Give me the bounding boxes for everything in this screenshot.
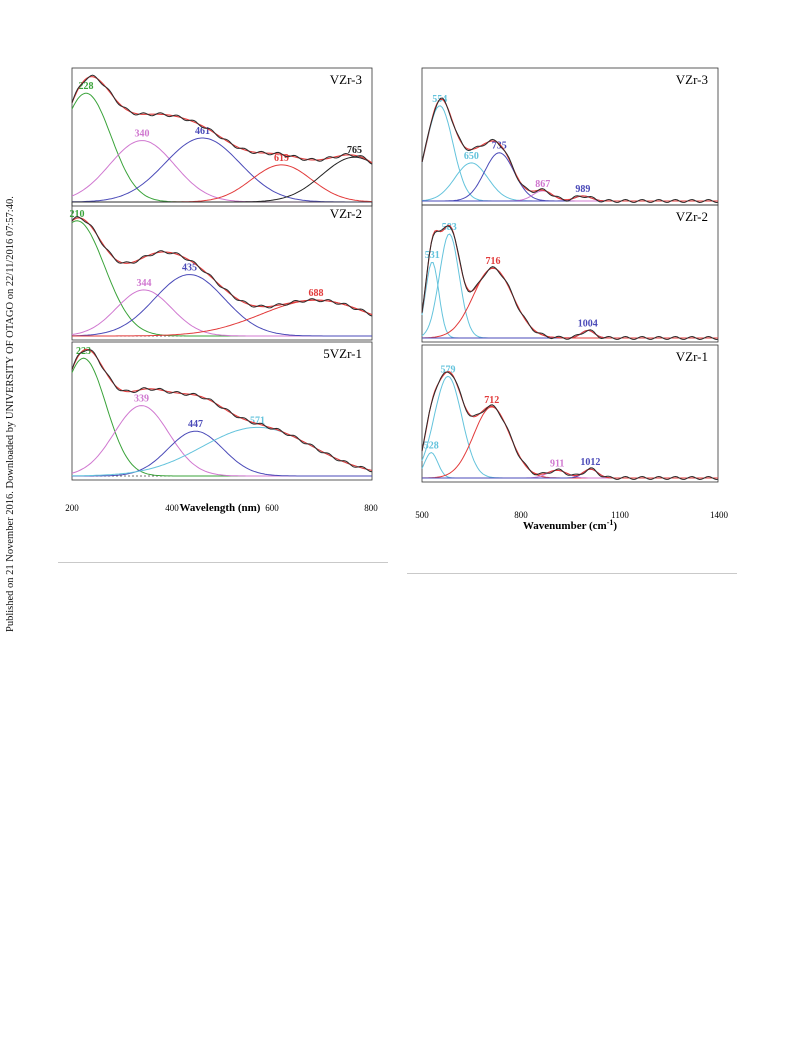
peak-label: 339 bbox=[134, 394, 149, 405]
peak-component-curve bbox=[421, 261, 718, 339]
measured-spectrum-curve bbox=[421, 225, 719, 341]
x-tick-label: 1100 bbox=[611, 510, 629, 520]
peak-label: 447 bbox=[188, 419, 203, 430]
fitted-sum-curve bbox=[71, 76, 373, 164]
x-tick-label: 400 bbox=[165, 503, 179, 513]
figure-divider bbox=[58, 562, 388, 563]
peak-component-curve bbox=[421, 162, 718, 202]
fitted-sum-curve bbox=[421, 224, 718, 339]
peak-label: 210 bbox=[70, 209, 85, 220]
peak-component-curve bbox=[72, 299, 373, 337]
peak-label: 1012 bbox=[580, 457, 600, 468]
peak-label: 583 bbox=[442, 222, 457, 233]
peak-label: 528 bbox=[424, 441, 439, 452]
fitted-sum-curve bbox=[421, 371, 718, 479]
peak-component-curve bbox=[71, 405, 372, 477]
peak-label: 340 bbox=[135, 129, 150, 140]
x-tick-label: 1400 bbox=[710, 510, 729, 520]
x-axis: 500 800 1100 1400 Wavenumber (cm-1) bbox=[415, 510, 728, 532]
fitted-sum-curve bbox=[71, 348, 373, 471]
fitted-sum-curve bbox=[71, 217, 373, 316]
peak-component-curve bbox=[421, 406, 718, 479]
peak-component-curve bbox=[421, 375, 718, 479]
panel-frame bbox=[421, 204, 719, 343]
measured-spectrum-curve bbox=[421, 97, 719, 204]
x-tick-label: 200 bbox=[65, 503, 79, 513]
x-axis-label-main: Wavenumber (cm bbox=[523, 520, 607, 532]
peak-label: 735 bbox=[492, 141, 507, 152]
panel-label: VZr-1 bbox=[676, 349, 708, 364]
peak-component-curve bbox=[71, 220, 372, 337]
plot-panel: 210 344 435 688 VZr-2 bbox=[70, 201, 373, 341]
peak-label: 461 bbox=[195, 126, 210, 137]
peak-label: 989 bbox=[575, 184, 590, 195]
peak-component-curve bbox=[72, 156, 373, 203]
peak-component-curve bbox=[422, 267, 718, 339]
measured-spectrum-curve bbox=[71, 216, 373, 317]
side-note-text: Published on 21 November 2016. Downloade… bbox=[5, 196, 16, 632]
peak-component-curve bbox=[72, 426, 373, 477]
plot-panel: 531 583 716 1004 VZr-2 bbox=[421, 204, 719, 343]
peak-component-curve bbox=[71, 92, 372, 203]
peak-label: 228 bbox=[79, 81, 94, 92]
peak-component-curve bbox=[72, 430, 372, 477]
x-tick-label: 600 bbox=[265, 503, 279, 513]
peak-component-curve bbox=[71, 357, 372, 477]
publication-side-note: Published on 21 November 2016. Downloade… bbox=[5, 196, 16, 632]
peak-label: 619 bbox=[274, 153, 289, 164]
peak-label: 1004 bbox=[578, 318, 598, 329]
panel-label: VZr-3 bbox=[330, 72, 362, 87]
peak-label: 911 bbox=[550, 458, 564, 469]
peak-label: 435 bbox=[182, 263, 197, 274]
x-tick-label: 800 bbox=[364, 503, 378, 513]
peak-component-curve bbox=[72, 137, 372, 203]
peak-label: 571 bbox=[250, 415, 265, 426]
x-axis-label-close: ) bbox=[613, 520, 617, 532]
panel-frame bbox=[421, 344, 719, 483]
peak-label: 579 bbox=[440, 364, 455, 375]
peak-label: 531 bbox=[425, 250, 440, 261]
figure-divider bbox=[407, 573, 737, 574]
peak-component-curve bbox=[71, 274, 372, 337]
panel-frame bbox=[71, 341, 373, 481]
peak-label: 765 bbox=[347, 145, 362, 156]
measured-spectrum-curve bbox=[71, 349, 373, 473]
peak-label: 712 bbox=[484, 395, 499, 406]
panel-frame bbox=[71, 201, 373, 341]
panel-frame bbox=[71, 67, 373, 207]
x-tick-label: 500 bbox=[415, 510, 429, 520]
plot-panel: 528 579 712 911 1012 VZr-1 bbox=[421, 344, 719, 483]
x-axis-label: Wavelength (nm) bbox=[180, 502, 261, 514]
panel-label: VZr-2 bbox=[330, 206, 362, 221]
panel-label: VZr-2 bbox=[676, 209, 708, 224]
measured-spectrum-curve bbox=[71, 74, 373, 165]
x-axis-label-sup: -1 bbox=[607, 518, 614, 527]
peak-label: 688 bbox=[309, 288, 324, 299]
plot-panel: 228 340 461 619 765 VZr-3 bbox=[71, 67, 373, 207]
panel-label: 5VZr-1 bbox=[323, 346, 362, 361]
x-tick-label: 800 bbox=[514, 510, 528, 520]
x-axis: 200 400 600 800 Wavelength (nm) bbox=[65, 502, 378, 514]
panel-label: VZr-3 bbox=[676, 72, 708, 87]
measured-spectrum-curve bbox=[421, 371, 719, 481]
panel-frame bbox=[421, 67, 719, 206]
peak-label: 650 bbox=[464, 151, 479, 162]
peak-label: 716 bbox=[486, 256, 501, 267]
peak-label: 344 bbox=[137, 278, 152, 289]
x-axis-label: Wavenumber (cm-1) bbox=[523, 518, 618, 532]
peak-label: 867 bbox=[535, 179, 550, 190]
